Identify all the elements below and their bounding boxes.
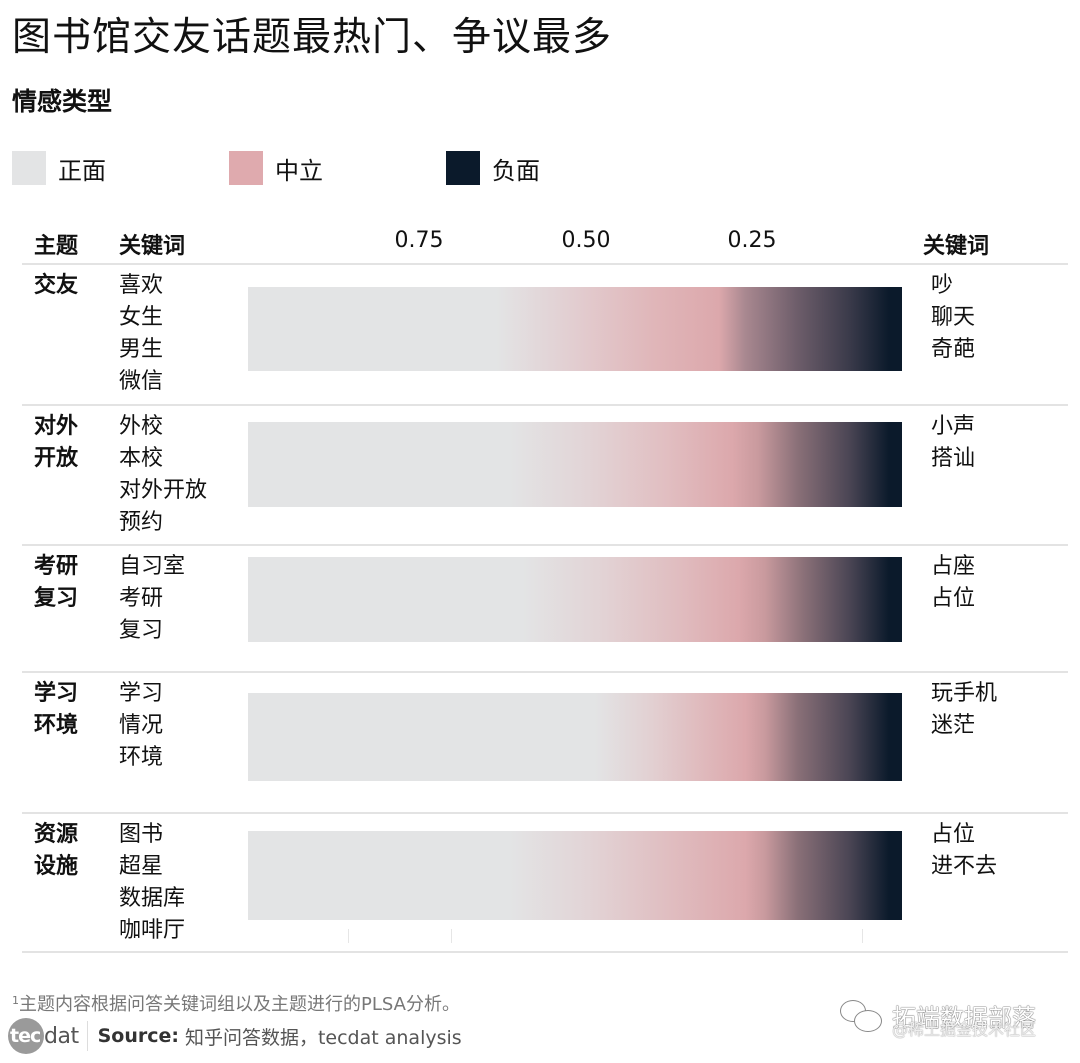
legend-swatch-positive [12, 151, 46, 185]
sentiment-bar [248, 831, 902, 920]
tecdat-logo: tec dat [8, 1018, 79, 1054]
legend-item-negative: 负面 [446, 150, 540, 186]
keywords-left: 自习室 考研 复习 [119, 554, 186, 643]
topic-label: 对外 开放 [34, 414, 79, 471]
keywords-right: 占座 占位 [931, 554, 976, 611]
legend-label: 负面 [492, 156, 540, 185]
legend-swatch-neutral [229, 151, 263, 185]
legend-label: 正面 [58, 156, 106, 185]
source-row: tec dat Source: 知乎问答数据，tecdat analysis [8, 1018, 462, 1054]
separator [86, 1021, 88, 1051]
source-text: 知乎问答数据，tecdat analysis [184, 1026, 462, 1049]
axis-tick-label: 0.75 [394, 228, 444, 253]
keywords-right: 占位 进不去 [931, 822, 998, 879]
axis-tick-label: 0.50 [561, 228, 611, 253]
axis-tick-mark [451, 929, 452, 943]
topic-label: 学习 环境 [34, 681, 79, 738]
keywords-right: 小声 搭讪 [931, 414, 976, 471]
row-divider [22, 544, 1068, 546]
legend-title: 情感类型 [12, 87, 113, 116]
keywords-left: 外校 本校 对外开放 预约 [119, 414, 208, 535]
axis-tick-label: 0.25 [727, 228, 777, 253]
row-divider [22, 812, 1068, 814]
keywords-right: 玩手机 迷茫 [931, 681, 998, 738]
column-header-keywords-right: 关键词 [923, 234, 990, 259]
legend-item-neutral: 中立 [229, 150, 323, 186]
row-divider [22, 671, 1068, 673]
chart-title: 图书馆交友话题最热门、争议最多 [12, 15, 613, 60]
sentiment-bar [248, 693, 902, 781]
watermark: 拓端数据部落 [840, 998, 1036, 1033]
topic-label: 交友 [34, 273, 79, 298]
keywords-left: 喜欢 女生 男生 微信 [119, 273, 164, 394]
source-label: Source: [97, 1025, 179, 1047]
watermark-sub: @稀土掘金技术社区 [892, 1020, 1037, 1039]
axis-tick-mark [348, 929, 349, 943]
wechat-icon [840, 999, 884, 1032]
sentiment-bar [248, 287, 902, 371]
sentiment-bar [248, 557, 902, 642]
legend-item-positive: 正面 [12, 150, 106, 186]
legend-label: 中立 [275, 156, 323, 185]
topic-label: 考研 复习 [34, 554, 79, 611]
keywords-right: 吵聊天 奇葩 [931, 273, 976, 362]
row-divider [22, 404, 1068, 406]
footnote: 1主题内容根据问答关键词组以及主题进行的PLSA分析。 [12, 994, 460, 1015]
keywords-left: 图书 超星 数据库 咖啡厅 [119, 822, 186, 943]
row-divider [22, 263, 1068, 265]
row-divider [22, 951, 1068, 953]
topic-label: 资源 设施 [34, 822, 79, 879]
legend-swatch-negative [446, 151, 480, 185]
column-header-topic: 主题 [34, 234, 79, 259]
axis-tick-mark [862, 929, 863, 943]
keywords-left: 学习 情况 环境 [119, 681, 164, 770]
sentiment-bar [248, 422, 902, 507]
column-header-keywords-left: 关键词 [119, 234, 186, 259]
